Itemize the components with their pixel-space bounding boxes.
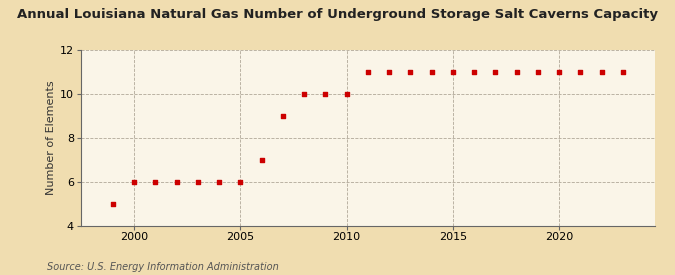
Y-axis label: Number of Elements: Number of Elements	[46, 80, 56, 195]
Point	[107, 201, 118, 206]
Point	[490, 69, 501, 74]
Point	[405, 69, 416, 74]
Point	[342, 91, 352, 96]
Point	[383, 69, 394, 74]
Text: Annual Louisiana Natural Gas Number of Underground Storage Salt Caverns Capacity: Annual Louisiana Natural Gas Number of U…	[17, 8, 658, 21]
Point	[596, 69, 607, 74]
Point	[426, 69, 437, 74]
Point	[618, 69, 628, 74]
Point	[533, 69, 543, 74]
Point	[468, 69, 479, 74]
Point	[299, 91, 310, 96]
Point	[362, 69, 373, 74]
Point	[150, 179, 161, 184]
Point	[575, 69, 586, 74]
Point	[171, 179, 182, 184]
Point	[554, 69, 564, 74]
Point	[511, 69, 522, 74]
Text: Source: U.S. Energy Information Administration: Source: U.S. Energy Information Administ…	[47, 262, 279, 272]
Point	[320, 91, 331, 96]
Point	[448, 69, 458, 74]
Point	[129, 179, 140, 184]
Point	[256, 157, 267, 162]
Point	[192, 179, 203, 184]
Point	[277, 113, 288, 118]
Point	[235, 179, 246, 184]
Point	[214, 179, 225, 184]
